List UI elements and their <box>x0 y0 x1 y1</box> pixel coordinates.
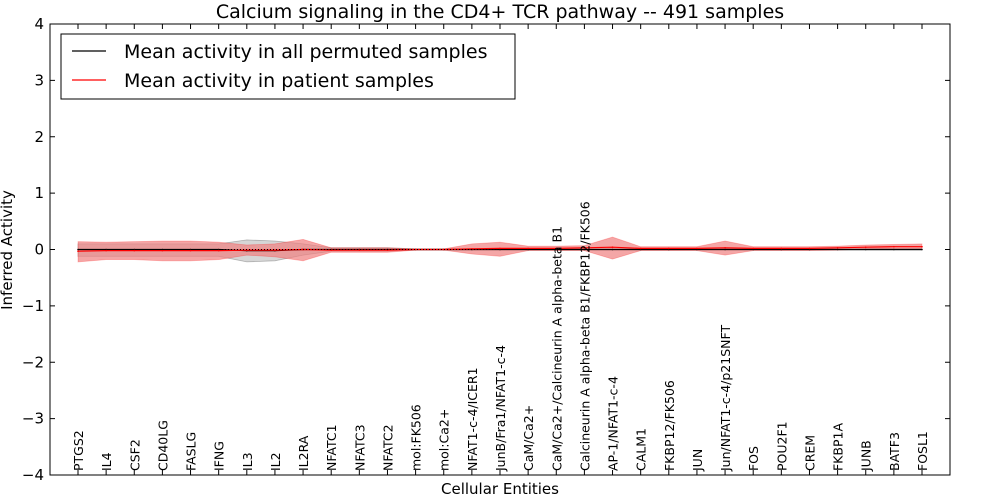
x-tick-label: NFATC2 <box>380 424 395 471</box>
point-series-1 <box>864 246 867 248</box>
point-series-1 <box>105 249 107 252</box>
x-tick-label: FKBP12/FK506 <box>662 380 677 471</box>
x-tick-label: AP-1/NFAT1-c-4 <box>606 376 621 471</box>
x-tick-label: JunB/Fra1/NFAT1-c-4 <box>493 345 508 472</box>
point-series-1 <box>724 247 726 249</box>
point-series-0 <box>583 248 586 251</box>
point-series-1 <box>668 247 670 250</box>
y-tick-label: 3 <box>34 71 44 89</box>
point-series-0 <box>189 248 192 251</box>
x-tick-label: CREM <box>802 435 817 471</box>
point-series-1 <box>77 250 79 252</box>
y-tick-label: −1 <box>22 297 44 315</box>
legend-label-permuted: Mean activity in all permuted samples <box>124 41 487 63</box>
point-series-1 <box>611 246 614 248</box>
point-series-1 <box>583 247 586 249</box>
point-series-1 <box>499 247 501 250</box>
point-series-1 <box>217 249 220 252</box>
point-series-0 <box>864 248 867 251</box>
y-tick-label: 2 <box>34 128 44 146</box>
point-series-1 <box>752 247 754 250</box>
point-series-0 <box>808 248 811 251</box>
x-tick-label: CD40LG <box>155 420 170 471</box>
y-tick-label: 1 <box>34 184 44 202</box>
x-tick-label: BATF3 <box>887 432 902 471</box>
point-series-1 <box>189 249 192 252</box>
legend-label-patient: Mean activity in patient samples <box>124 70 434 92</box>
x-axis-ticks: PTGS2 IL4 CSF2 CD40LG FASLG IFNG IL3 IL2 IL2RA NF… <box>71 24 930 475</box>
x-tick-label: CaM/Ca2+ <box>521 405 536 471</box>
x-tick-label: NFAT1-c-4/ICER1 <box>465 367 480 471</box>
x-tick-label: IL3 <box>240 452 255 471</box>
point-series-1 <box>555 247 558 250</box>
x-axis-label: Cellular Entities <box>441 480 559 498</box>
point-series-1 <box>358 249 361 251</box>
x-tick-label: Calcineurin A alpha-beta B1/FKBP12/FK506 <box>577 201 592 471</box>
x-tick-label: CALM1 <box>634 428 649 471</box>
x-tick-label: JUNB <box>859 440 874 472</box>
point-series-1 <box>133 249 136 252</box>
point-series-0 <box>639 248 642 251</box>
x-tick-label: mol:FK506 <box>409 404 424 471</box>
point-series-1 <box>921 245 923 248</box>
x-tick-label: IL2 <box>268 452 283 471</box>
x-tick-label: mol:Ca2+ <box>437 409 452 471</box>
point-series-1 <box>527 247 529 250</box>
y-tick-label: −4 <box>22 466 44 484</box>
legend-box <box>60 33 516 100</box>
series-lines <box>77 245 923 252</box>
x-tick-label: FOSL1 <box>915 431 930 471</box>
point-series-1 <box>414 248 417 251</box>
x-tick-label: PTGS2 <box>71 430 86 471</box>
y-tick-label: 4 <box>34 15 44 33</box>
point-series-1 <box>893 245 895 248</box>
legend: Mean activity in all permuted samples Me… <box>60 33 516 100</box>
x-tick-label: IFNG <box>212 441 227 471</box>
point-series-1 <box>808 247 811 250</box>
y-tick-label: −2 <box>22 353 44 371</box>
x-tick-label: JUN <box>690 449 705 472</box>
x-tick-label: IL2RA <box>296 435 311 471</box>
point-series-1 <box>639 247 642 250</box>
chart-title: Calcium signaling in the CD4+ TCR pathwa… <box>216 1 784 23</box>
y-axis-label: Inferred Activity <box>0 190 16 310</box>
plot-frame <box>49 23 951 476</box>
x-tick-label: FOS <box>746 446 761 471</box>
x-tick-label: FKBP1A <box>831 423 846 471</box>
x-tick-label: CSF2 <box>127 439 142 471</box>
x-tick-label: IL4 <box>99 452 114 471</box>
point-series-0 <box>499 248 501 251</box>
point-series-0 <box>724 248 726 251</box>
x-tick-label: NFATC1 <box>324 424 339 471</box>
x-tick-label: NFATC3 <box>352 424 367 471</box>
y-tick-label: −3 <box>22 410 44 428</box>
point-series-1 <box>836 247 839 249</box>
point-series-1 <box>696 247 698 250</box>
y-tick-label: 0 <box>34 241 44 259</box>
point-series-0 <box>133 248 136 251</box>
x-tick-label: CaM/Ca2+/Calcineurin A alpha-beta B1 <box>549 226 564 471</box>
point-series-1 <box>780 247 783 250</box>
x-tick-label: Jun/NFAT1-c-4/p21SNFT <box>718 325 733 472</box>
x-tick-label: POU2F1 <box>774 421 789 471</box>
x-tick-label: FASLG <box>184 432 199 471</box>
point-series-1 <box>274 249 276 251</box>
point-series-1 <box>161 249 164 252</box>
